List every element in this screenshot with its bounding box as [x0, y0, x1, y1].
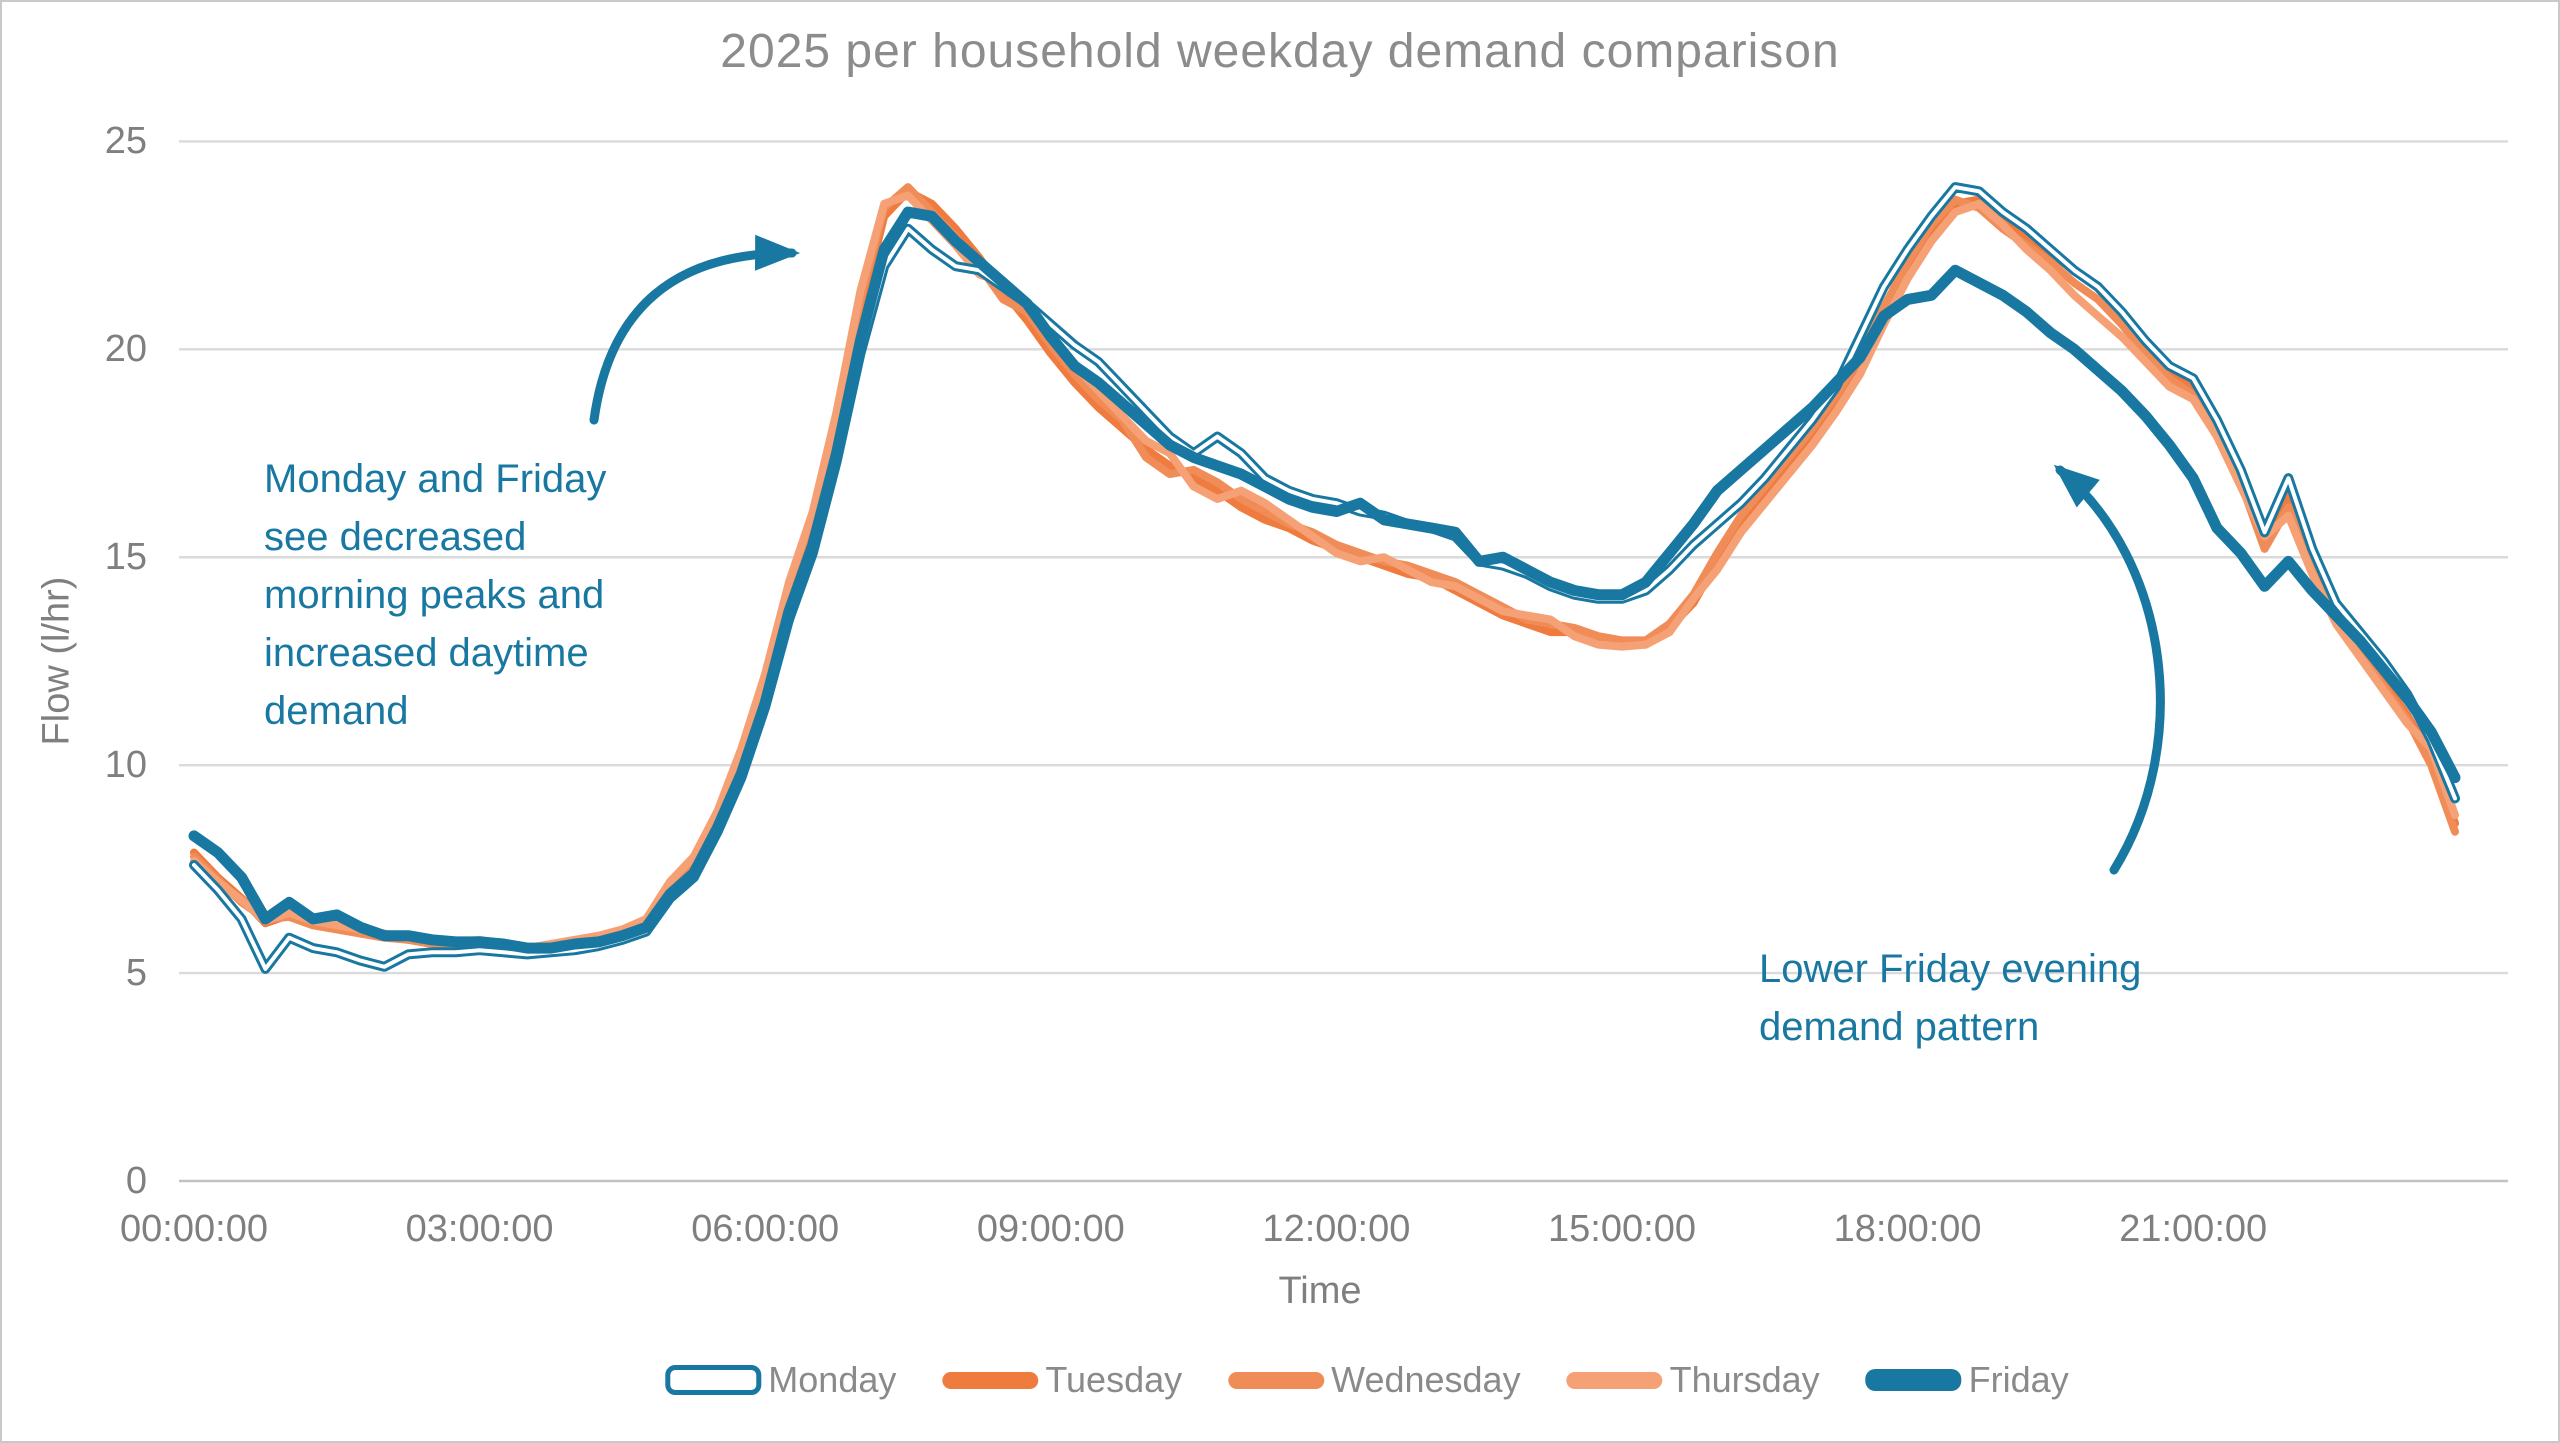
annotation-arrows [589, 234, 2165, 875]
x-tick-label: 12:00:00 [1262, 1208, 1411, 1250]
x-tick-label: 06:00:00 [691, 1208, 840, 1250]
legend-swatch-icon [1228, 1371, 1325, 1389]
legend-swatch-icon [942, 1371, 1039, 1389]
y-tick-label: 25 [104, 120, 147, 163]
evening-demand-arrow [2053, 464, 2165, 875]
x-tick-label: 03:00:00 [405, 1208, 554, 1250]
chart-title: 2025 per household weekday demand compar… [720, 25, 1840, 78]
legend-swatch-icon [665, 1365, 762, 1395]
y-tick-label: 15 [104, 536, 147, 579]
x-axis-title: Time [1278, 1270, 1362, 1312]
data-series-lines [188, 182, 2461, 974]
legend-swatch-icon [1566, 1371, 1663, 1389]
annotation-morning-peaks: Monday and Friday see decreased morning … [264, 457, 607, 733]
legend-label: Friday [1968, 1359, 2069, 1400]
x-tick-label: 18:00:00 [1833, 1208, 1982, 1250]
legend-swatch-icon [1865, 1369, 1962, 1391]
legend-label: Wednesday [1331, 1359, 1521, 1400]
legend-label: Monday [768, 1359, 897, 1400]
y-tick-label: 10 [104, 744, 147, 787]
legend-item-thursday: Thursday [1566, 1359, 1820, 1400]
series-line-monday-core [192, 185, 2457, 971]
y-tick-label: 20 [104, 328, 147, 371]
gridlines [179, 140, 2508, 1183]
x-tick-label: 09:00:00 [976, 1208, 1125, 1250]
legend-item-tuesday: Tuesday [942, 1362, 1182, 1398]
morning-peak-arrow [589, 234, 801, 425]
y-tick-label: 5 [125, 952, 147, 995]
x-tick-label: 00:00:00 [120, 1208, 268, 1250]
x-tick-label: 15:00:00 [1548, 1208, 1696, 1250]
legend-item-friday: Friday [1865, 1359, 2069, 1400]
legend-item-monday: Monday [665, 1362, 896, 1398]
annotation-evening-demand: Lower Friday evening demand pattern [1759, 947, 2142, 1049]
legend-label: Thursday [1669, 1359, 1820, 1400]
series-line-friday [188, 206, 2461, 954]
legend-label: Tuesday [1045, 1359, 1183, 1400]
legend: Monday Tuesday Wednesday Thursday Friday [665, 1359, 2069, 1400]
legend-item-wednesday: Wednesday [1228, 1359, 1521, 1400]
y-tick-label: 0 [125, 1160, 147, 1202]
y-axis-title: Flow (l/hr) [35, 576, 78, 746]
x-tick-label: 21:00:00 [2119, 1208, 2268, 1250]
